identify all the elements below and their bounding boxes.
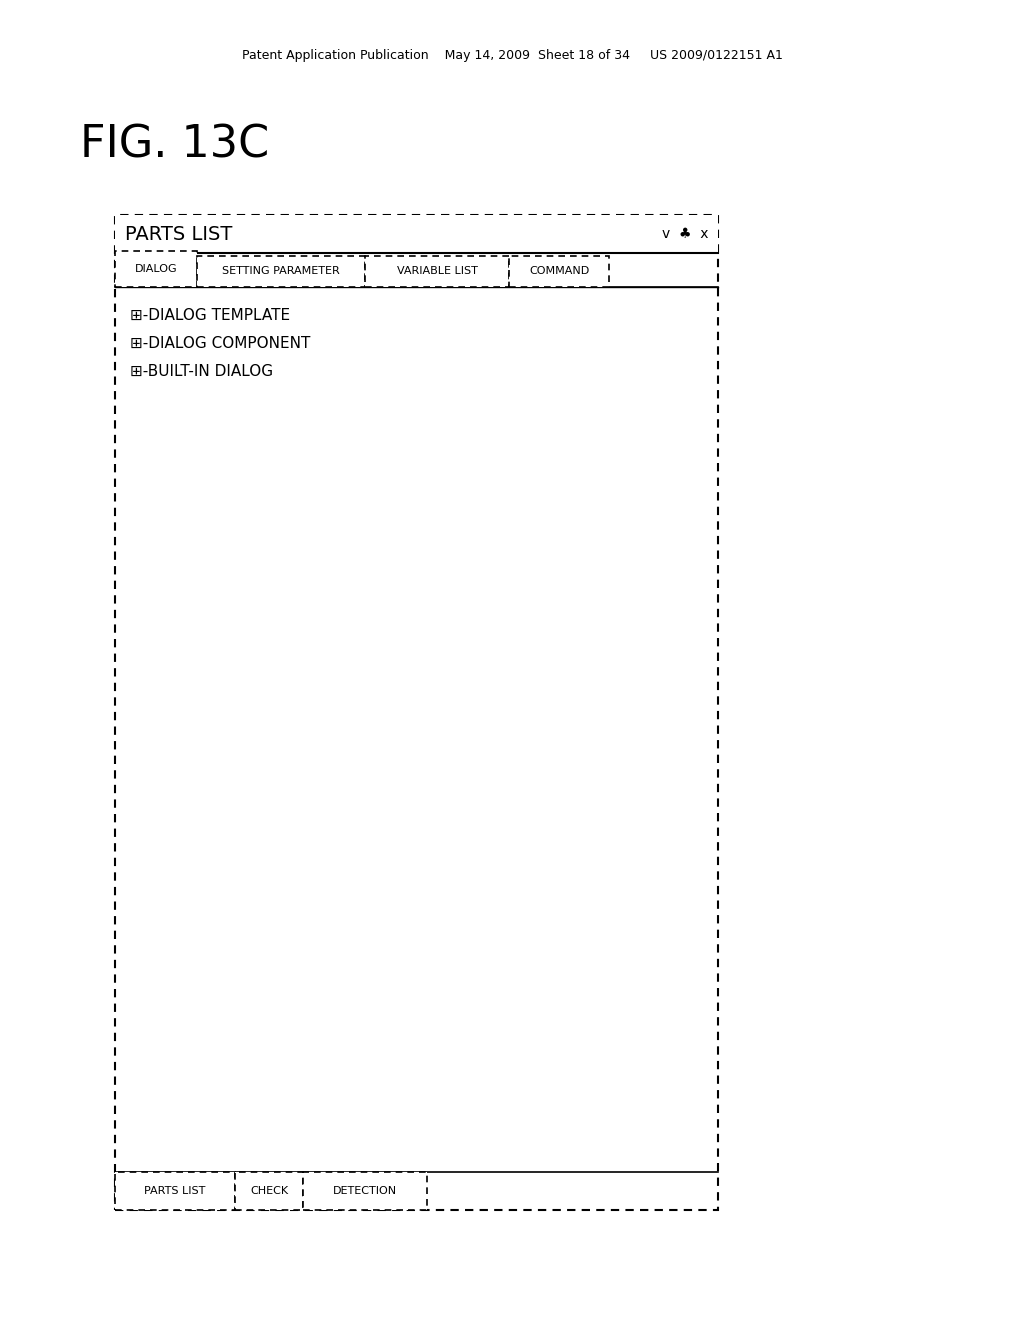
Text: COMMAND: COMMAND bbox=[528, 267, 589, 276]
Bar bbox=[234, 1172, 303, 1210]
Bar bbox=[303, 1172, 427, 1210]
Bar bbox=[509, 256, 609, 286]
Bar bbox=[365, 256, 509, 286]
Bar bbox=[197, 256, 365, 286]
Text: ⊞-BUILT-IN DIALOG: ⊞-BUILT-IN DIALOG bbox=[130, 363, 273, 379]
Text: ⊞-DIALOG TEMPLATE: ⊞-DIALOG TEMPLATE bbox=[130, 308, 290, 322]
Text: DIALOG: DIALOG bbox=[135, 264, 177, 275]
Text: PARTS LIST: PARTS LIST bbox=[144, 1185, 206, 1196]
Text: PARTS LIST: PARTS LIST bbox=[125, 224, 232, 243]
Text: ⊞-DIALOG COMPONENT: ⊞-DIALOG COMPONENT bbox=[130, 335, 310, 351]
Bar bbox=[115, 251, 197, 286]
Text: v  ♣  x: v ♣ x bbox=[662, 227, 708, 242]
Text: Patent Application Publication    May 14, 2009  Sheet 18 of 34     US 2009/01221: Patent Application Publication May 14, 2… bbox=[242, 49, 782, 62]
Text: DETECTION: DETECTION bbox=[333, 1185, 397, 1196]
Text: FIG. 13C: FIG. 13C bbox=[80, 124, 269, 166]
Bar bbox=[115, 215, 718, 253]
Text: CHECK: CHECK bbox=[250, 1185, 288, 1196]
Text: SETTING PARAMETER: SETTING PARAMETER bbox=[222, 267, 340, 276]
Bar bbox=[115, 215, 718, 1210]
Bar bbox=[115, 286, 718, 1172]
Text: VARIABLE LIST: VARIABLE LIST bbox=[396, 267, 477, 276]
Bar bbox=[115, 1172, 234, 1210]
